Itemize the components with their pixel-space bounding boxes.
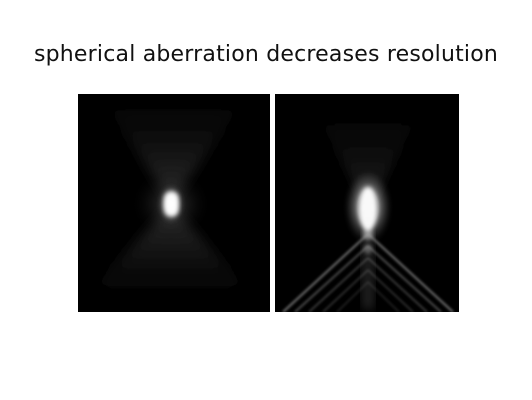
slide-title: spherical aberration decreases resolutio… — [33, 42, 499, 67]
psf-left-graphic — [78, 94, 270, 312]
psf-image-left — [78, 94, 270, 312]
psf-right-graphic — [275, 94, 459, 312]
psf-image-right — [275, 94, 459, 312]
